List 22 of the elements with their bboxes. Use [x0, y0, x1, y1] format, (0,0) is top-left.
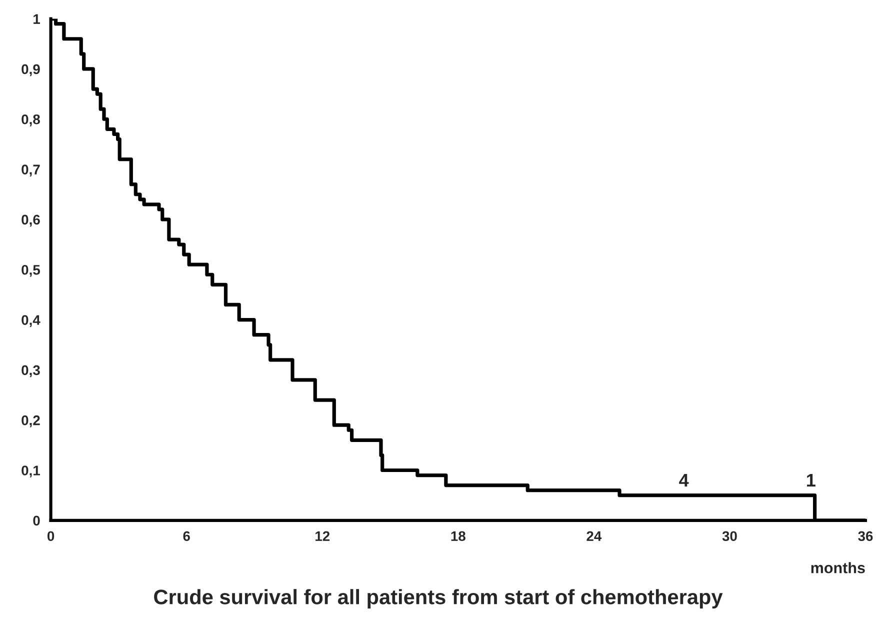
y-tick-label: 0,1: [22, 466, 40, 478]
y-tick-label: 0,3: [22, 365, 40, 378]
y-tick-label: 1: [34, 14, 40, 24]
x-axis-title: months: [811, 562, 865, 574]
y-tick-label: 0,8: [22, 114, 40, 126]
y-tick-label: 0: [33, 516, 40, 526]
y-tick-label: 0,2: [22, 415, 40, 428]
x-tick-label: 24: [586, 531, 602, 541]
y-tick-label: 0,6: [22, 214, 40, 227]
y-tick-label: 0,9: [22, 64, 40, 76]
x-tick-label: 30: [722, 531, 737, 542]
annotation: 1: [807, 474, 816, 486]
x-tick-label: 12: [316, 531, 330, 541]
y-tick-label: 0,5: [22, 264, 40, 277]
x-tick-label: 0: [47, 531, 54, 542]
y-tick-label: 0,4: [22, 315, 40, 327]
annotation: 4: [679, 474, 689, 486]
y-tick-label: 0,7: [22, 164, 40, 176]
x-tick-label: 36: [858, 531, 873, 542]
x-tick-label: 18: [451, 531, 466, 542]
x-tick-label: 6: [183, 531, 190, 542]
text: Crude survival for all patients from start of chemotherapy: [154, 589, 723, 608]
